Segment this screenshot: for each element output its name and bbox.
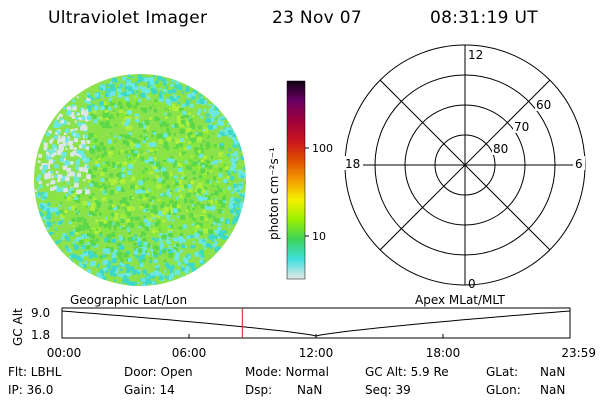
- info-glat-value: NaN: [540, 365, 565, 379]
- timeline-xtick-label: 06:00: [172, 346, 207, 360]
- timeline-x-axis: 00:00 06:00 12:00 18:00 23:59: [47, 334, 596, 360]
- info-dsp-value: NaN: [297, 383, 322, 397]
- colorbar: 100 10 photon cm⁻²s⁻¹: [267, 80, 333, 280]
- info-glat-label: GLat:: [486, 365, 518, 379]
- timeline-ytick-top: 9.0: [31, 306, 50, 320]
- info-door: Door: Open: [124, 365, 193, 379]
- timeline-xtick-label: 18:00: [426, 346, 461, 360]
- timeline-right-label: Apex MLat/MLT: [415, 293, 505, 307]
- mlat-label-80: 80: [493, 142, 508, 156]
- polar-meridian-diag-2: [379, 79, 551, 251]
- colorbar-tick-label-10: 10: [312, 230, 326, 243]
- mlt-label-12: 12: [468, 48, 483, 62]
- timeline-xtick-label: 12:00: [299, 346, 334, 360]
- info-ip: IP: 36.0: [8, 383, 53, 397]
- info-mode: Mode: Normal: [245, 365, 329, 379]
- timeline-ytick-bottom: 1.8: [31, 328, 50, 342]
- colorbar-tick-label-100: 100: [312, 142, 333, 155]
- timeline-axis-title: GC Alt: [11, 308, 25, 346]
- info-glon-label: GLon:: [486, 383, 521, 397]
- app-title: Ultraviolet Imager: [48, 8, 207, 28]
- timeline-left-label: Geographic Lat/Lon: [70, 293, 187, 307]
- colorbar-gradient: [286, 80, 306, 280]
- mlat-label-70: 70: [514, 120, 529, 134]
- info-glon-value: NaN: [540, 383, 565, 397]
- date-label: 23 Nov 07: [272, 8, 362, 28]
- auroral-image: [34, 74, 246, 286]
- timeline-xtick-label: 23:59: [561, 346, 596, 360]
- colorbar-unit-label: photon cm⁻²s⁻¹: [267, 147, 281, 240]
- mlt-label-6: 6: [575, 157, 583, 171]
- info-gain: Gain: 14: [124, 383, 175, 397]
- timeline-plot-frame: [61, 307, 571, 339]
- info-filter: Flt: LBHL: [8, 365, 62, 379]
- info-gc-alt: GC Alt: 5.9 Re: [365, 365, 449, 379]
- polar-grid: [344, 44, 586, 286]
- info-panel: Flt: LBHL Door: Open Mode: Normal GC Alt…: [8, 365, 565, 397]
- info-dsp-label: Dsp:: [245, 383, 272, 397]
- timeline-xtick-label: 00:00: [47, 346, 82, 360]
- info-seq: Seq: 39: [365, 383, 411, 397]
- mlt-label-0: 0: [468, 277, 476, 291]
- mlt-label-18: 18: [345, 157, 360, 171]
- timeline-panel: Geographic Lat/Lon Apex MLat/MLT GC Alt …: [11, 293, 596, 360]
- mlat-label-60: 60: [536, 98, 551, 112]
- time-label: 08:31:19 UT: [430, 8, 538, 28]
